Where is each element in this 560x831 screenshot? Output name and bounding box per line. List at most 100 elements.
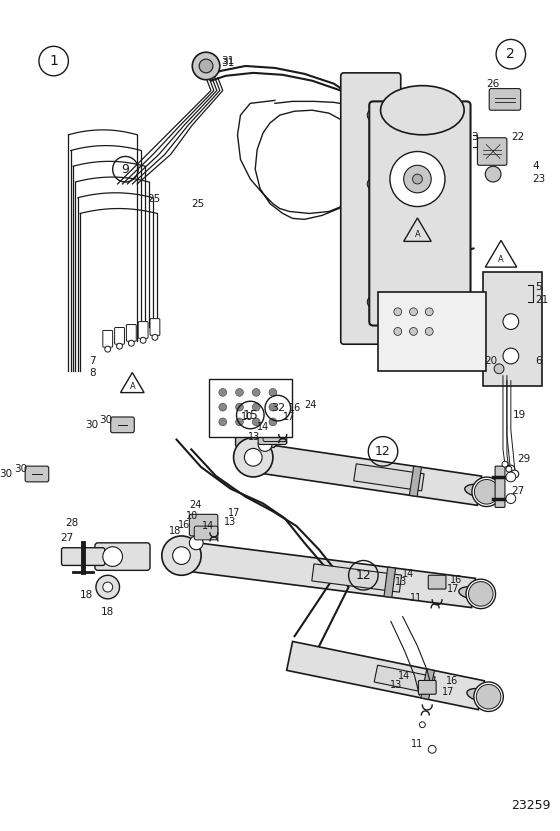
FancyBboxPatch shape xyxy=(378,293,486,371)
Text: 24: 24 xyxy=(190,500,202,510)
Circle shape xyxy=(116,343,123,349)
FancyBboxPatch shape xyxy=(369,101,470,326)
Text: 31: 31 xyxy=(221,58,234,68)
Polygon shape xyxy=(421,669,435,700)
Circle shape xyxy=(192,52,220,80)
FancyBboxPatch shape xyxy=(150,318,160,336)
Circle shape xyxy=(258,438,272,451)
Text: 9: 9 xyxy=(122,163,129,175)
Text: 17: 17 xyxy=(447,584,459,594)
FancyBboxPatch shape xyxy=(209,379,292,436)
FancyBboxPatch shape xyxy=(340,73,401,344)
Text: A: A xyxy=(129,382,135,391)
Text: 6: 6 xyxy=(535,356,542,366)
Text: 30: 30 xyxy=(85,420,98,430)
Circle shape xyxy=(189,536,203,549)
Text: 30: 30 xyxy=(100,415,113,425)
Ellipse shape xyxy=(465,484,494,497)
Polygon shape xyxy=(354,464,424,491)
Circle shape xyxy=(103,583,113,592)
Text: 24: 24 xyxy=(305,401,317,411)
Text: 18: 18 xyxy=(101,607,114,617)
FancyBboxPatch shape xyxy=(189,514,218,536)
Circle shape xyxy=(494,364,504,374)
Text: 11: 11 xyxy=(411,740,423,750)
Circle shape xyxy=(486,166,501,182)
Circle shape xyxy=(236,403,244,411)
Text: 20: 20 xyxy=(484,356,497,366)
FancyBboxPatch shape xyxy=(495,466,505,508)
Polygon shape xyxy=(251,443,482,505)
Text: 5: 5 xyxy=(535,283,542,293)
Text: 14: 14 xyxy=(202,521,214,531)
FancyBboxPatch shape xyxy=(62,548,105,565)
Circle shape xyxy=(367,109,379,121)
Text: 10: 10 xyxy=(241,412,253,422)
Text: 14: 14 xyxy=(256,422,269,432)
Text: 13: 13 xyxy=(390,681,403,691)
Text: 25: 25 xyxy=(192,199,204,209)
Text: 13: 13 xyxy=(248,431,260,441)
Circle shape xyxy=(236,388,244,396)
Circle shape xyxy=(428,745,436,753)
Circle shape xyxy=(506,466,512,472)
Circle shape xyxy=(152,334,158,340)
FancyBboxPatch shape xyxy=(127,325,136,342)
Text: 17: 17 xyxy=(442,687,454,697)
Circle shape xyxy=(390,151,445,207)
Text: 23259: 23259 xyxy=(511,799,550,812)
Text: 18: 18 xyxy=(80,590,93,600)
Text: 11: 11 xyxy=(410,593,422,602)
Text: 12: 12 xyxy=(356,568,371,582)
Circle shape xyxy=(425,327,433,336)
Circle shape xyxy=(404,165,431,193)
FancyBboxPatch shape xyxy=(236,420,276,447)
Polygon shape xyxy=(312,564,402,593)
Circle shape xyxy=(367,178,379,189)
Text: 15: 15 xyxy=(242,409,258,421)
Circle shape xyxy=(269,418,277,425)
Circle shape xyxy=(476,685,501,709)
Polygon shape xyxy=(180,541,475,607)
Circle shape xyxy=(502,461,508,467)
Circle shape xyxy=(199,59,213,73)
Circle shape xyxy=(234,438,273,477)
Circle shape xyxy=(506,494,516,504)
Text: 32: 32 xyxy=(271,403,285,413)
Circle shape xyxy=(503,314,519,329)
Circle shape xyxy=(103,547,123,567)
FancyBboxPatch shape xyxy=(138,322,148,338)
Circle shape xyxy=(409,327,417,336)
Circle shape xyxy=(219,388,227,396)
Text: 16: 16 xyxy=(446,676,458,686)
Text: 16: 16 xyxy=(450,575,462,585)
Text: 31: 31 xyxy=(221,56,234,66)
Text: 7: 7 xyxy=(89,356,96,366)
Text: 14: 14 xyxy=(398,671,410,681)
FancyBboxPatch shape xyxy=(418,681,436,694)
Circle shape xyxy=(413,175,422,184)
Text: 3: 3 xyxy=(471,132,478,142)
FancyBboxPatch shape xyxy=(95,543,150,570)
Circle shape xyxy=(425,307,433,316)
FancyBboxPatch shape xyxy=(489,89,521,111)
FancyBboxPatch shape xyxy=(263,428,287,441)
Circle shape xyxy=(409,307,417,316)
Text: 1: 1 xyxy=(49,54,58,68)
Circle shape xyxy=(172,547,190,564)
FancyBboxPatch shape xyxy=(194,526,218,540)
Text: 16: 16 xyxy=(178,520,190,530)
Circle shape xyxy=(162,536,201,575)
Circle shape xyxy=(219,403,227,411)
FancyBboxPatch shape xyxy=(103,331,113,347)
Text: 19: 19 xyxy=(513,410,526,420)
Circle shape xyxy=(244,449,262,466)
Text: 17: 17 xyxy=(283,412,295,422)
Polygon shape xyxy=(384,567,395,597)
Circle shape xyxy=(269,388,277,396)
Text: 27: 27 xyxy=(511,485,524,496)
Circle shape xyxy=(474,479,499,504)
Circle shape xyxy=(506,472,516,482)
Text: 30: 30 xyxy=(14,464,27,474)
Ellipse shape xyxy=(467,689,496,702)
